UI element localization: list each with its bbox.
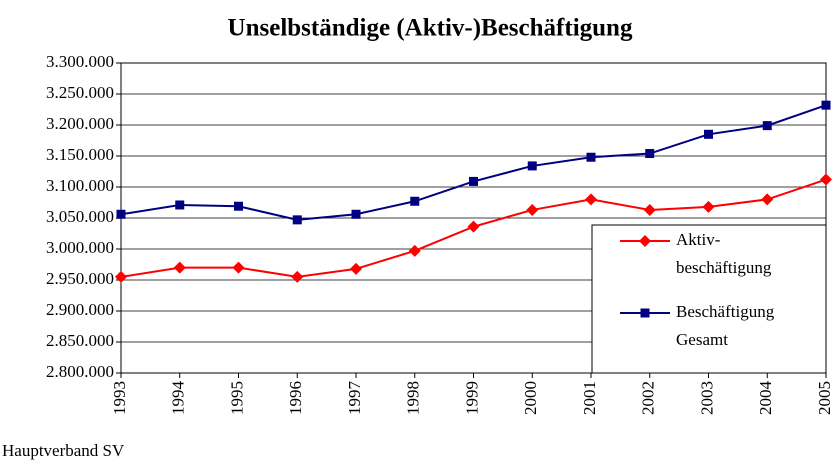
y-tick-label: 2.800.000 <box>46 362 114 381</box>
x-tick-label: 2001 <box>580 381 599 415</box>
marker <box>410 196 420 206</box>
y-tick-label: 3.050.000 <box>46 207 114 226</box>
legend-label: Beschäftigung Gesamt <box>676 302 775 349</box>
source-note: Hauptverband SV <box>2 441 125 460</box>
marker <box>175 200 185 210</box>
marker <box>292 215 302 225</box>
marker <box>351 209 361 219</box>
marker <box>115 270 127 283</box>
x-tick-label: 2002 <box>639 381 658 415</box>
marker <box>762 121 772 131</box>
marker <box>526 203 539 216</box>
marker <box>639 235 651 247</box>
marker <box>761 193 774 206</box>
x-tick-label: 1999 <box>462 381 481 415</box>
marker <box>640 308 650 318</box>
marker <box>820 173 832 186</box>
y-tick-label: 3.150.000 <box>46 145 114 164</box>
y-tick-label: 3.200.000 <box>46 114 114 133</box>
x-tick-label: 1994 <box>169 381 188 416</box>
x-tick-label: 2005 <box>815 381 833 415</box>
y-tick-label: 2.900.000 <box>46 300 114 319</box>
y-tick-label: 3.250.000 <box>46 83 114 102</box>
x-tick-label: 2003 <box>697 381 716 415</box>
x-tick-label: 1997 <box>345 381 364 416</box>
marker <box>116 209 126 219</box>
marker <box>643 203 656 216</box>
y-tick-label: 3.100.000 <box>46 176 114 195</box>
marker <box>821 100 831 110</box>
marker <box>467 220 480 233</box>
x-tick-label: 2004 <box>756 381 775 416</box>
x-tick-label: 1996 <box>286 381 305 415</box>
marker <box>527 161 537 171</box>
marker <box>232 261 245 274</box>
marker <box>585 193 597 206</box>
marker <box>350 262 362 275</box>
x-tick-label: 1995 <box>227 381 246 415</box>
y-tick-label: 2.850.000 <box>46 331 114 350</box>
legend-label: Aktiv-beschäftigung <box>676 230 772 277</box>
marker <box>469 176 478 186</box>
marker <box>586 152 596 162</box>
x-tick-label: 1998 <box>404 381 423 415</box>
marker <box>234 201 243 211</box>
legend-box <box>591 224 827 374</box>
marker <box>645 149 655 159</box>
chart-title: Unselbständige (Aktiv-)Beschäftigung <box>228 15 633 42</box>
marker <box>702 200 715 213</box>
y-tick-label: 3.300.000 <box>46 52 114 71</box>
marker <box>408 244 421 257</box>
y-tick-label: 2.950.000 <box>46 269 114 288</box>
x-tick-label: 2000 <box>521 381 540 415</box>
marker <box>291 270 304 283</box>
y-tick-label: 3.000.000 <box>46 238 114 257</box>
marker <box>173 261 186 274</box>
x-tick-label: 1993 <box>110 381 129 415</box>
marker <box>704 129 713 139</box>
